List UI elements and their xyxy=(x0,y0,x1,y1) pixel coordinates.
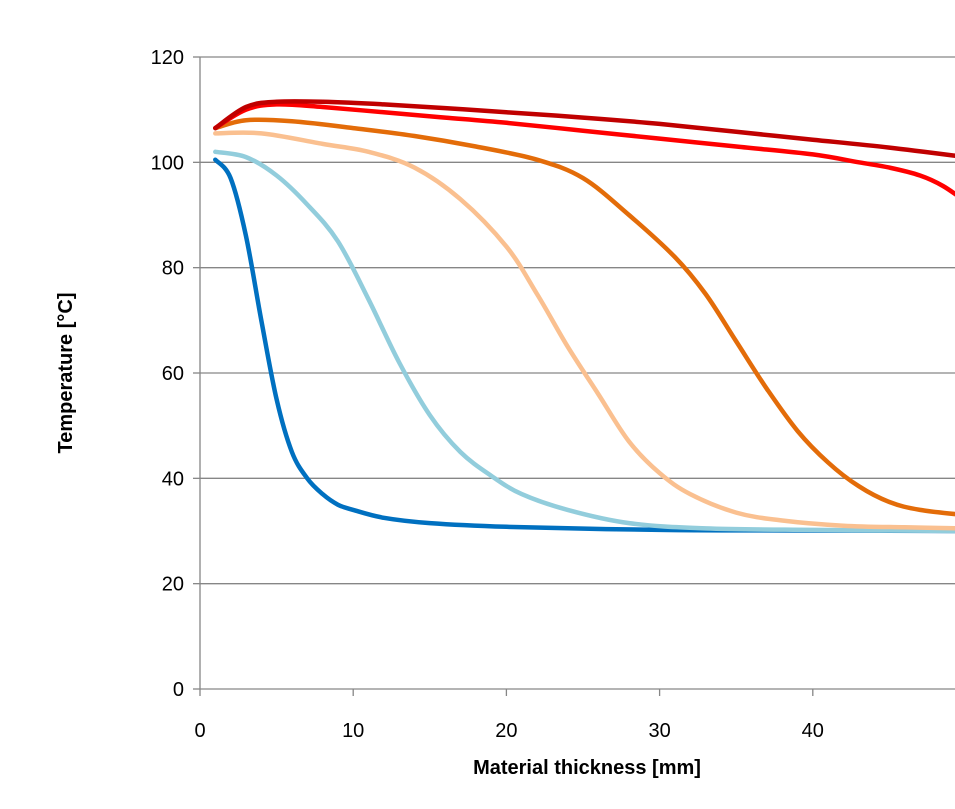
axes xyxy=(193,56,955,696)
series-layer xyxy=(213,99,955,534)
x-tick-label: 0 xyxy=(194,720,205,742)
y-tick-label: 100 xyxy=(151,152,184,174)
x-axis-title: Material thickness [mm] xyxy=(473,757,701,779)
series-line-5 xyxy=(213,102,955,197)
y-tick-label: 80 xyxy=(162,258,184,280)
x-tick-label: 10 xyxy=(342,720,364,742)
series-line-2 xyxy=(213,149,955,534)
series-line-4 xyxy=(213,117,955,517)
x-tick-label: 40 xyxy=(802,720,824,742)
gridlines xyxy=(200,56,955,585)
tick-labels: 02040608010012001020304050 xyxy=(151,47,955,742)
y-tick-label: 0 xyxy=(173,679,184,701)
y-tick-label: 120 xyxy=(151,47,184,69)
series-line-3 xyxy=(213,130,955,531)
x-tick-label: 30 xyxy=(648,720,670,742)
x-tick-label: 20 xyxy=(495,720,517,742)
series-line-1 xyxy=(213,157,955,534)
y-tick-label: 40 xyxy=(162,468,184,490)
series-line-6 xyxy=(213,99,955,158)
y-axis-title: Temperature [°C] xyxy=(55,293,77,454)
y-tick-label: 20 xyxy=(162,574,184,596)
y-tick-label: 60 xyxy=(162,363,184,385)
